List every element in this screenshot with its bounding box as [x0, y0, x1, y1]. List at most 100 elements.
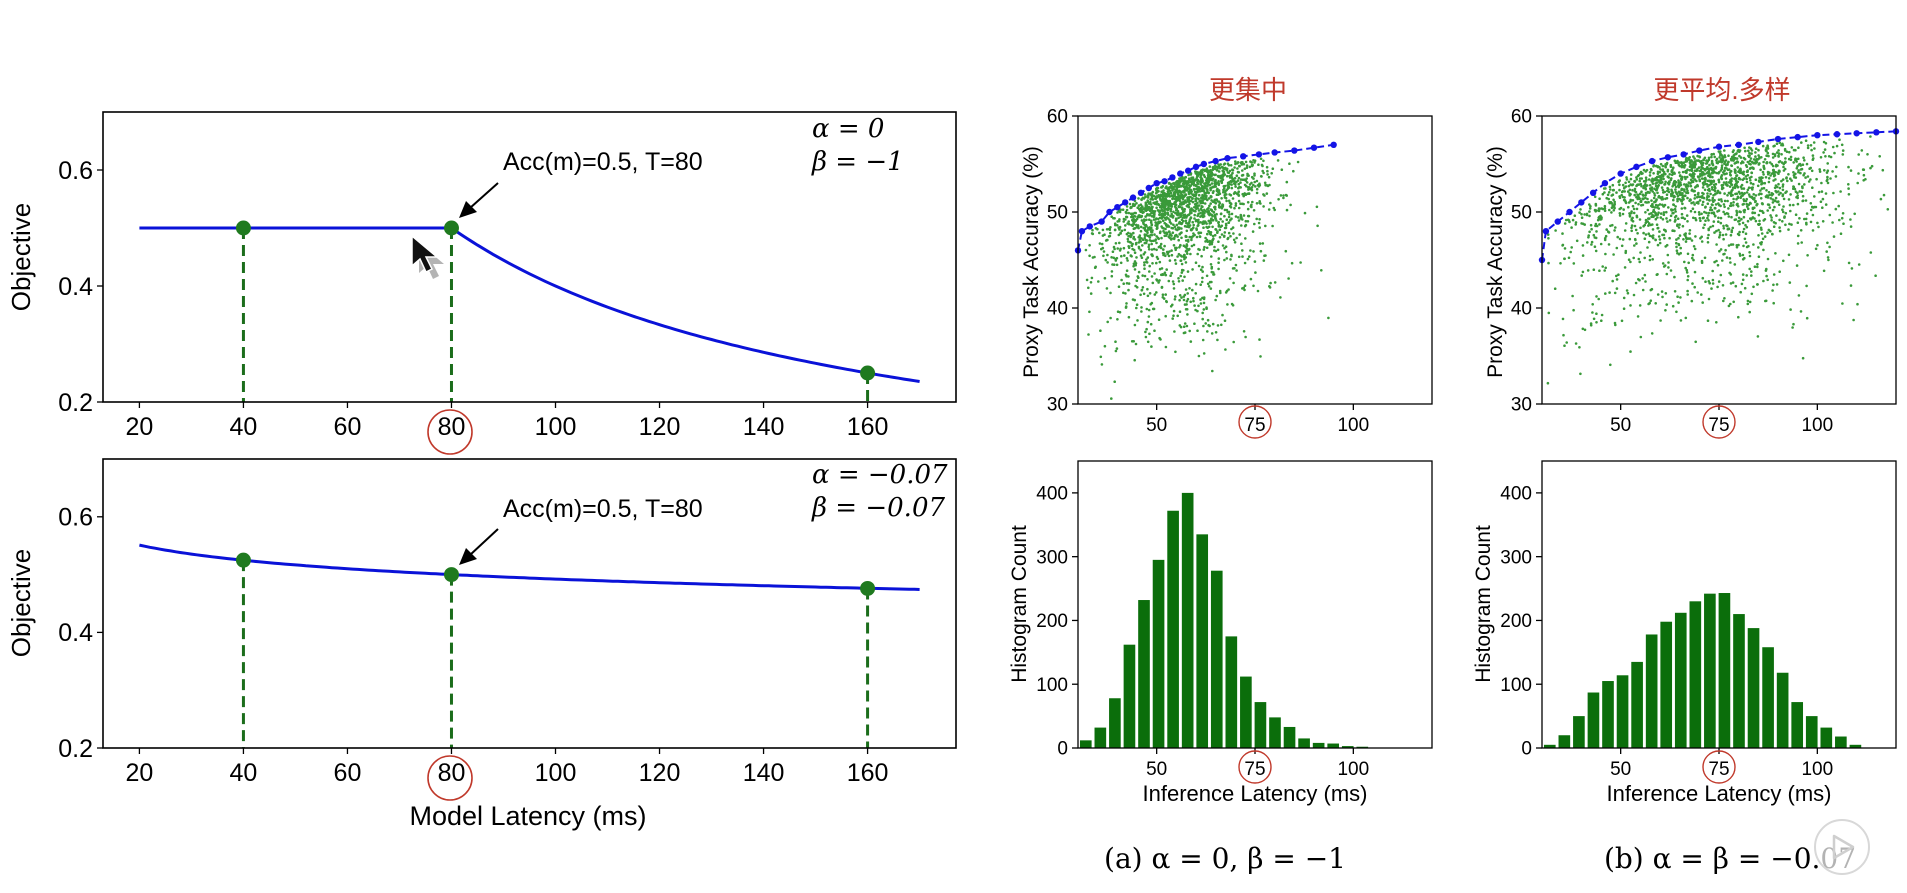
objective-top-panel: 20 40 60 80 100 120 140 160 0.20.40.6 Objective… — [6, 111, 957, 455]
scatter-point — [1218, 289, 1222, 293]
scatter-point — [1774, 184, 1778, 187]
scatter-point — [1713, 215, 1717, 218]
scatter-point — [1152, 307, 1156, 311]
scatter-point — [1660, 173, 1664, 177]
play-button-icon[interactable] — [1814, 819, 1870, 875]
scatter-point — [1124, 215, 1128, 219]
scatter-point — [1759, 168, 1762, 172]
scatter-point — [1603, 207, 1607, 210]
scatter-point — [1221, 313, 1224, 317]
scatter-point — [1196, 182, 1200, 185]
scatter-point — [1210, 177, 1213, 180]
scatter-point — [1704, 177, 1707, 181]
scatter-point — [1670, 169, 1674, 172]
scatter-point — [1654, 302, 1657, 305]
scatter-point — [1729, 302, 1732, 306]
scatter-point — [1217, 257, 1221, 260]
pareto-point — [1122, 199, 1129, 206]
scatter-point — [1196, 252, 1199, 256]
scatter-point — [1137, 214, 1140, 217]
scatter-point — [1659, 181, 1663, 185]
scatter-point — [1677, 163, 1681, 167]
scatter-point — [1754, 159, 1758, 163]
pareto-point — [1696, 147, 1703, 154]
pareto-point — [1291, 147, 1298, 154]
scatter-point — [1658, 230, 1661, 233]
scatter-point — [1101, 228, 1105, 232]
scatter-point — [1133, 203, 1137, 207]
x-tick-label: 120 — [639, 759, 681, 787]
scatter-point — [1174, 203, 1178, 206]
scatter-point — [1664, 165, 1667, 169]
scatter-point — [1571, 294, 1574, 298]
scatter-point — [1668, 236, 1671, 240]
scatter-point — [1171, 197, 1175, 200]
scatter-point — [1212, 177, 1215, 180]
histogram-bar — [1558, 735, 1571, 748]
scatter-point — [1849, 225, 1853, 228]
scatter-point — [1752, 158, 1756, 161]
scatter-point — [1677, 301, 1680, 304]
scatter-point — [1718, 151, 1722, 154]
scatter-point — [1650, 179, 1653, 182]
scatter-point — [1598, 197, 1601, 200]
scatter-point — [1676, 251, 1679, 255]
scatter-point — [1131, 212, 1135, 215]
scatter-point — [1628, 212, 1631, 215]
scatter-point — [1678, 234, 1682, 237]
scatter-point — [1199, 215, 1202, 218]
scatter-point — [1777, 190, 1780, 193]
scatter-point — [1222, 188, 1225, 192]
scatter-point — [1200, 280, 1204, 284]
scatter-point — [1748, 267, 1751, 271]
scatter-point — [1681, 216, 1685, 219]
scatter-point — [1169, 209, 1173, 213]
scatter-point — [1754, 162, 1757, 165]
scatter-point — [1187, 187, 1190, 190]
pareto-point — [1578, 199, 1585, 206]
scatter-point — [1156, 226, 1159, 230]
scatter-point — [1117, 285, 1121, 289]
scatter-point — [1114, 259, 1118, 262]
scatter-point — [1164, 273, 1168, 277]
scatter-point — [1279, 296, 1282, 299]
scatter-point — [1630, 226, 1633, 230]
scatter-point — [1150, 195, 1154, 198]
scatter-point — [1707, 297, 1711, 301]
scatter-point — [1723, 192, 1726, 195]
scatter-point — [1243, 288, 1246, 292]
scatter-point — [1724, 233, 1728, 236]
scatter-point — [1775, 142, 1779, 145]
scatter-point — [1214, 173, 1217, 177]
scatter-point — [1114, 223, 1117, 227]
scatter-point — [1168, 230, 1171, 234]
scatter-point — [1616, 235, 1619, 239]
scatter-point — [1703, 156, 1707, 160]
scatter-point — [1675, 310, 1678, 314]
scatter-point — [1675, 241, 1678, 245]
scatter-point — [1809, 202, 1813, 205]
scatter-point — [1172, 314, 1175, 318]
subfigure-caption: (a) α = 0, β = −1 — [1104, 842, 1346, 875]
scatter-point — [1654, 213, 1658, 217]
scatter-point — [1882, 193, 1886, 197]
scatter-point — [1711, 269, 1714, 273]
scatter-point — [1137, 197, 1140, 200]
scatter-point — [1788, 150, 1791, 154]
scatter-point — [1816, 221, 1819, 225]
scatter-point — [1787, 157, 1791, 161]
scatter-point — [1722, 299, 1725, 303]
scatter-point — [1693, 210, 1697, 214]
scatter-point — [1184, 261, 1188, 264]
scatter-point — [1209, 287, 1213, 290]
scatter-point — [1151, 229, 1154, 232]
scatter-point — [1810, 169, 1814, 173]
scatter-point — [1115, 347, 1119, 350]
scatter-point — [1740, 171, 1744, 174]
scatter-point — [1688, 199, 1691, 203]
scatter-point — [1835, 144, 1839, 148]
scatter-point — [1135, 306, 1138, 310]
scatter-point — [1638, 218, 1642, 221]
scatter-point — [1134, 211, 1137, 215]
scatter-point — [1172, 223, 1175, 227]
